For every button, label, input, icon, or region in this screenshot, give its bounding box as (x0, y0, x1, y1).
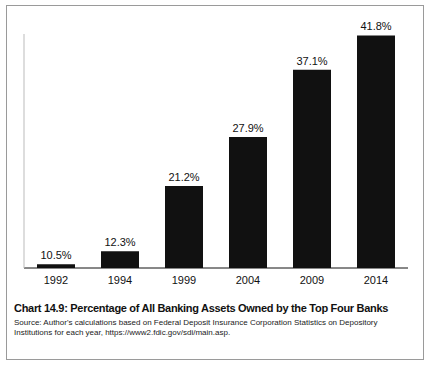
svg-text:41.8%: 41.8% (360, 20, 391, 32)
svg-text:12.3%: 12.3% (104, 236, 135, 248)
svg-text:27.9%: 27.9% (232, 122, 263, 134)
svg-text:21.2%: 21.2% (168, 171, 199, 183)
svg-text:1992: 1992 (44, 274, 68, 286)
svg-text:37.1%: 37.1% (296, 55, 327, 67)
svg-text:1999: 1999 (172, 274, 196, 286)
svg-text:2004: 2004 (236, 274, 260, 286)
svg-text:10.5%: 10.5% (40, 249, 71, 261)
svg-text:2014: 2014 (364, 274, 388, 286)
html-text:Chart 14.9: Percentage of All: Chart 14.9: Percentage of All Banking As… (14, 302, 389, 314)
svg-text:1994: 1994 (108, 274, 132, 286)
svg-text:2009: 2009 (300, 274, 324, 286)
html-text:Source: Author's calculations: Source: Author's calculations based on F… (14, 318, 378, 337)
